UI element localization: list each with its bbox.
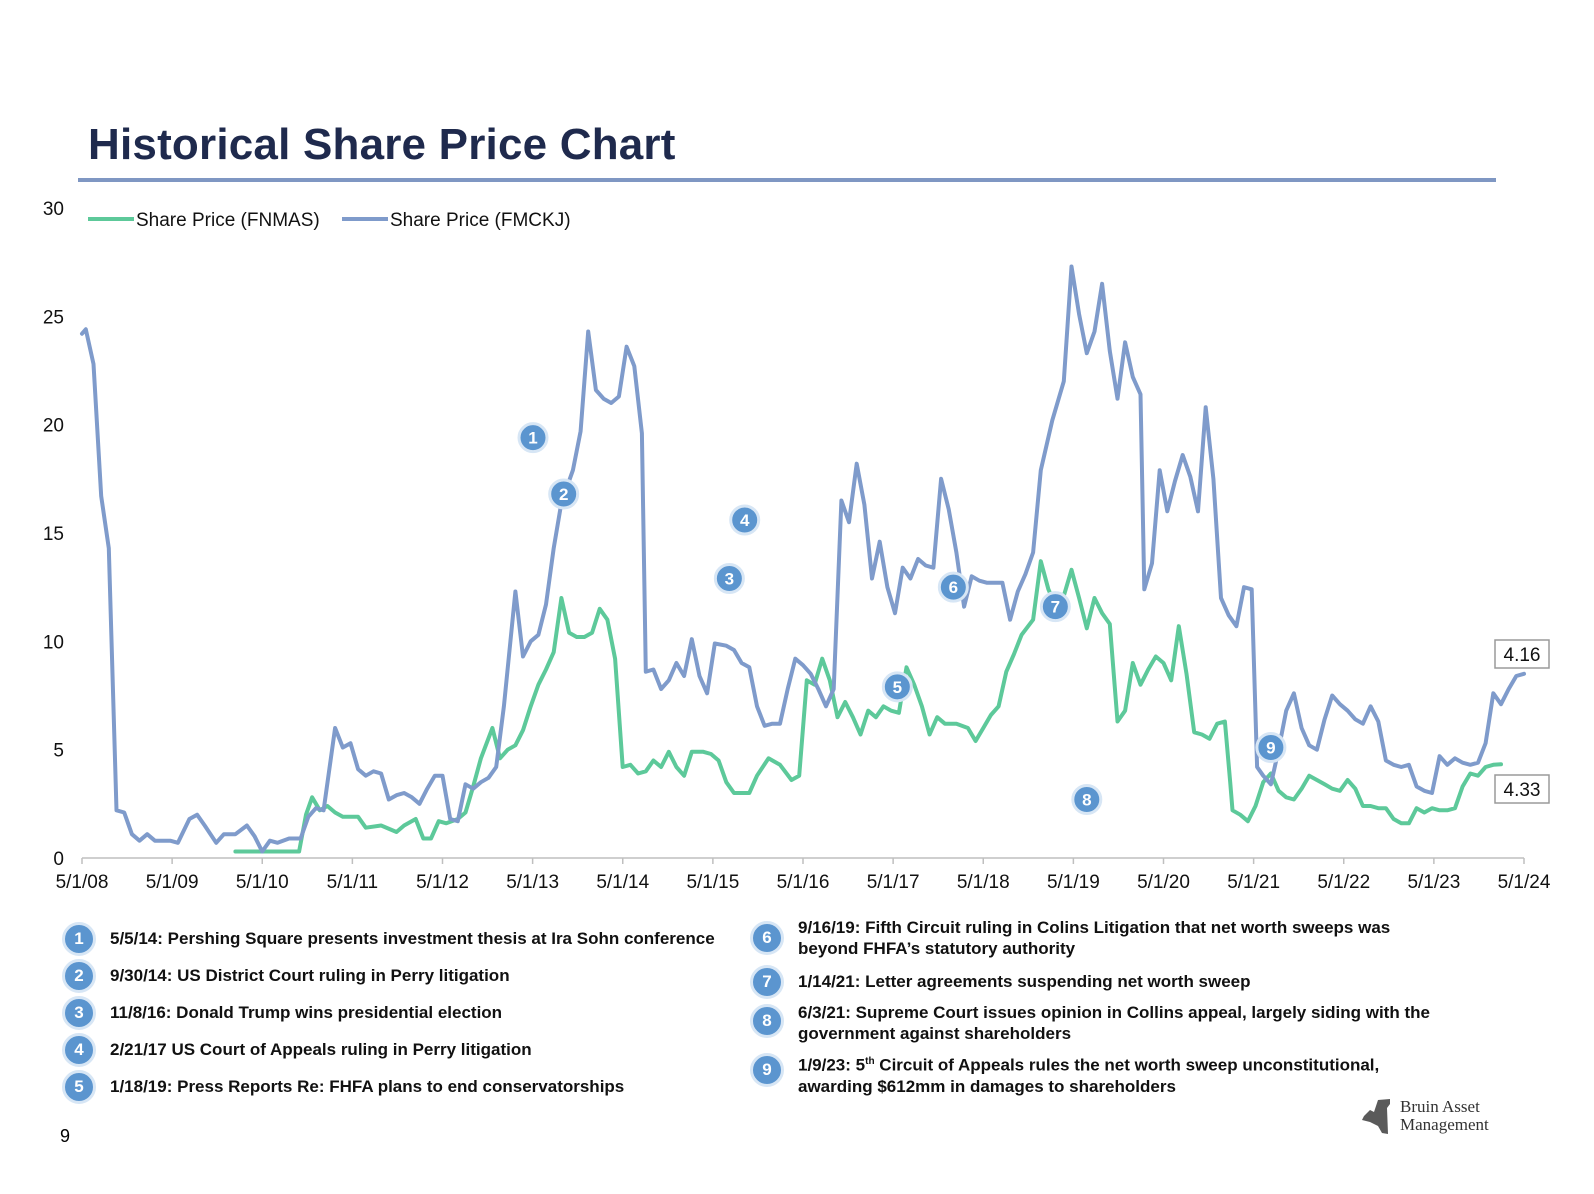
x-tick-label: 5/1/20 [1137, 872, 1190, 893]
y-tick-label: 15 [43, 524, 64, 545]
event-marker-label: 1 [528, 429, 537, 448]
event-marker [713, 563, 745, 594]
event-marker-label: 7 [1051, 598, 1060, 617]
y-tick-label: 0 [53, 849, 64, 870]
legend-label-fmckj: Share Price (FMCKJ) [390, 210, 571, 231]
event-marker-label: 2 [559, 485, 568, 504]
y-tick-label: 5 [53, 741, 64, 762]
event-marker-label: 8 [1082, 791, 1091, 810]
page-number: 9 [60, 1126, 71, 1146]
event-marker [1039, 591, 1071, 623]
event-marker-label: 3 [725, 570, 734, 589]
x-tick-label: 5/1/14 [596, 872, 649, 893]
event-marker [881, 671, 913, 703]
event-marker [517, 422, 549, 454]
event-marker [1255, 732, 1287, 763]
y-tick-label: 20 [43, 416, 64, 437]
x-tick-label: 5/1/15 [686, 872, 739, 893]
y-tick-label: 10 [43, 632, 64, 653]
x-tick-label: 5/1/23 [1407, 872, 1460, 893]
event-marker-label: 6 [949, 578, 958, 597]
x-tick-label: 5/1/22 [1317, 872, 1370, 893]
x-tick-label: 5/1/19 [1047, 872, 1100, 893]
x-tick-label: 5/1/24 [1498, 872, 1551, 893]
event-marker-label: 4 [740, 511, 750, 530]
logo-text: Bruin Asset Management [1400, 1098, 1489, 1134]
logo-line-2: Management [1400, 1115, 1489, 1134]
x-tick-label: 5/1/13 [506, 872, 559, 893]
title-divider [78, 178, 1496, 182]
end-value-label-fmckj: 4.16 [1504, 645, 1541, 666]
event-marker-label: 5 [893, 678, 902, 697]
series-line-fnmas [233, 559, 1503, 854]
event-marker [729, 504, 761, 536]
series-line-fmckj [80, 264, 1526, 854]
page-title: Historical Share Price Chart [88, 120, 676, 169]
x-tick-label: 5/1/10 [236, 872, 289, 893]
event-marker-label: 9 [1266, 739, 1275, 758]
x-tick-label: 5/1/16 [777, 872, 830, 893]
x-tick-label: 5/1/18 [957, 872, 1010, 893]
x-tick-label: 5/1/17 [867, 872, 920, 893]
x-tick-label: 5/1/08 [56, 872, 109, 893]
y-tick-label: 30 [43, 199, 64, 220]
legend-label-fnmas: Share Price (FNMAS) [136, 210, 320, 231]
end-value-label-fnmas: 4.33 [1504, 780, 1541, 801]
x-tick-label: 5/1/11 [327, 872, 378, 893]
map-logo-icon [1362, 1099, 1390, 1134]
x-tick-label: 5/1/21 [1227, 872, 1280, 893]
event-marker [1071, 784, 1103, 815]
x-tick-label: 5/1/12 [416, 872, 469, 893]
event-marker [548, 478, 580, 510]
end-value-box-fmckj [1494, 639, 1550, 669]
logo-line-1: Bruin Asset [1400, 1097, 1480, 1116]
company-logo: Bruin Asset Management [1360, 1096, 1489, 1136]
end-value-box-fnmas [1494, 774, 1550, 804]
y-tick-label: 25 [43, 307, 64, 328]
x-tick-label: 5/1/09 [146, 872, 199, 893]
event-marker [937, 571, 969, 603]
